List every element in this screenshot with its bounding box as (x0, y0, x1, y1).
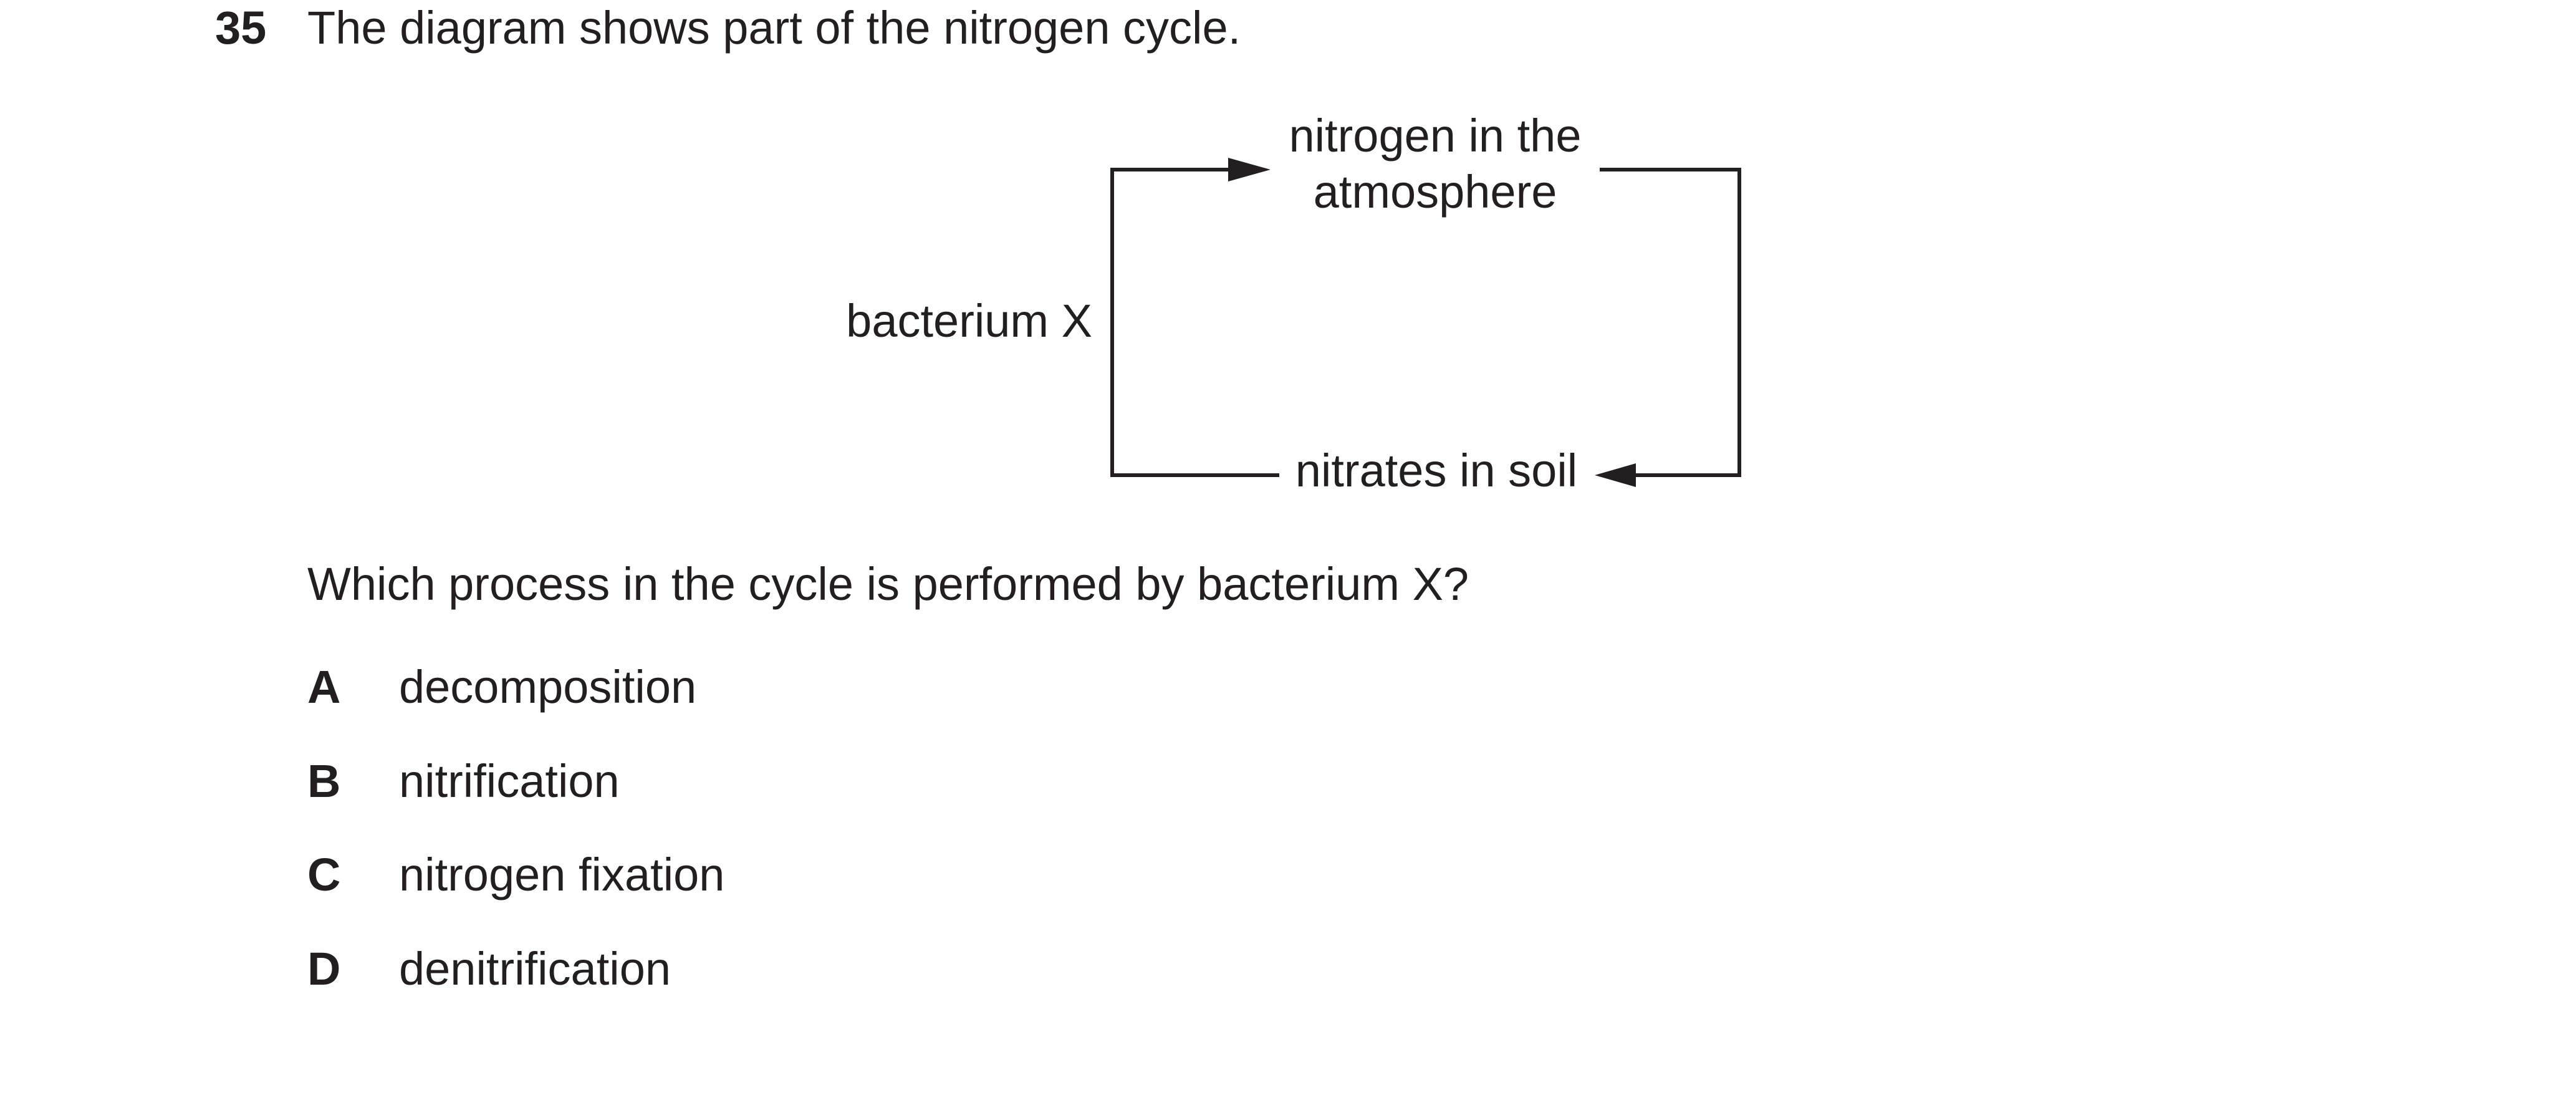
nitrogen-cycle-diagram: nitrogen in the atmosphere nitrates in s… (846, 110, 1741, 496)
option-letter: A (307, 661, 341, 713)
atmosphere-label-line1: nitrogen in the (1289, 110, 1581, 162)
left-cycle-line (1110, 168, 1279, 477)
option-letter: D (307, 943, 341, 995)
atmosphere-label-line2: atmosphere (1314, 166, 1557, 218)
arrowhead-to-atmosphere (1228, 158, 1271, 181)
right-cycle-line (1600, 168, 1741, 477)
option-text: denitrification (399, 943, 671, 995)
option-letter: B (307, 755, 341, 807)
question-stem: The diagram shows part of the nitrogen c… (307, 2, 1241, 54)
soil-nitrates-label: nitrates in soil (1295, 445, 1577, 496)
option-text: nitrification (399, 755, 620, 807)
bacterium-x-label: bacterium X (846, 295, 1092, 347)
arrowhead-to-soil (1595, 463, 1636, 487)
option-letter: C (307, 849, 341, 900)
question-number: 35 (215, 2, 267, 54)
question-prompt: Which process in the cycle is performed … (307, 558, 1469, 610)
option-text: decomposition (399, 661, 697, 713)
option-text: nitrogen fixation (399, 849, 725, 900)
